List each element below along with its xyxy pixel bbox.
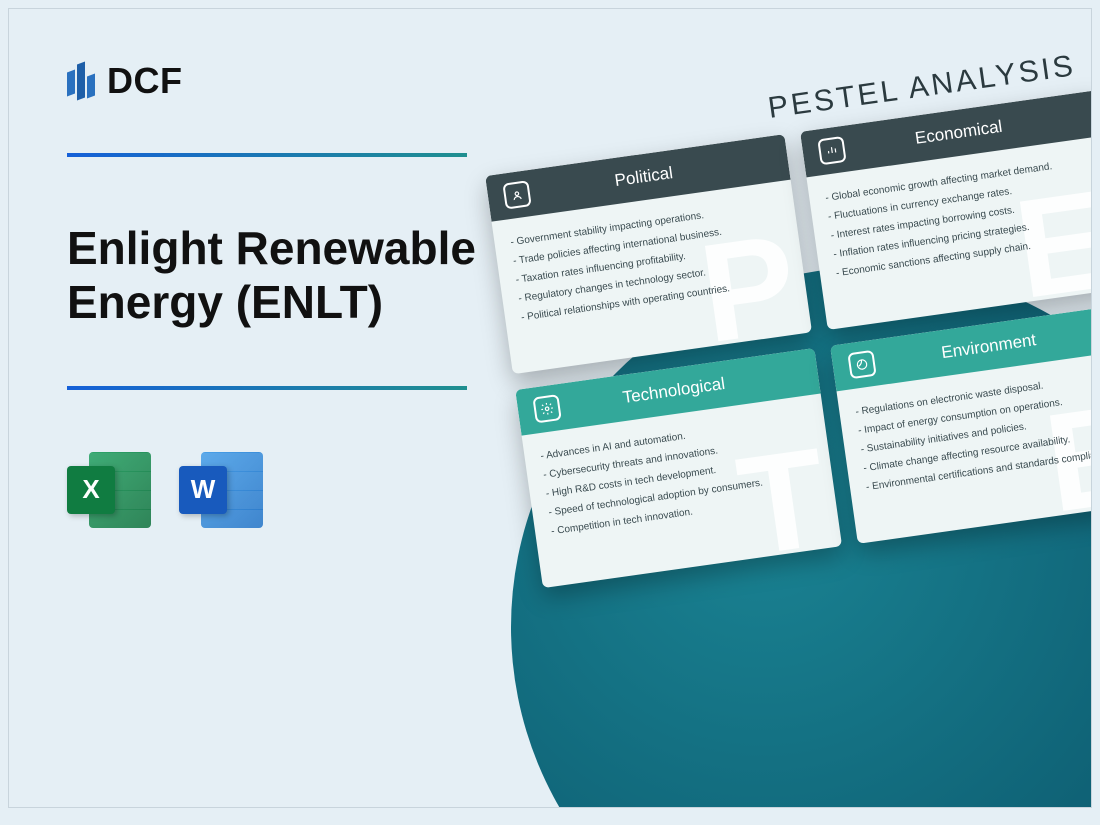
word-badge: W [179, 466, 227, 514]
brand-name: DCF [107, 60, 183, 102]
card-environment: Environment E Regulations on electronic … [830, 304, 1092, 544]
excel-file-icon[interactable]: X [67, 448, 151, 532]
brand-logo: DCF [67, 57, 487, 105]
excel-badge: X [67, 466, 115, 514]
word-file-icon[interactable]: W [179, 448, 263, 532]
shield-user-icon [502, 180, 531, 209]
divider-top [67, 153, 467, 157]
pestel-stage: PESTEL ANALYSIS Political P Government s… [479, 46, 1092, 588]
bar-chart-icon [817, 136, 846, 165]
pestel-grid: Political P Government stability impacti… [485, 90, 1092, 588]
gear-icon [532, 394, 561, 423]
leaf-icon [847, 350, 876, 379]
logo-mark-icon [67, 57, 97, 105]
file-icon-row: X W [67, 448, 487, 532]
card-economical: Economical E Global economic growth affe… [800, 90, 1092, 330]
card-political: Political P Government stability impacti… [485, 134, 812, 374]
left-panel: DCF Enlight Renewable Energy (ENLT) X W [67, 57, 487, 532]
divider-bottom [67, 386, 467, 390]
card-technological: Technological T Advances in AI and autom… [515, 348, 842, 588]
slide-container: DCF Enlight Renewable Energy (ENLT) X W … [8, 8, 1092, 808]
page-title: Enlight Renewable Energy (ENLT) [67, 221, 487, 330]
